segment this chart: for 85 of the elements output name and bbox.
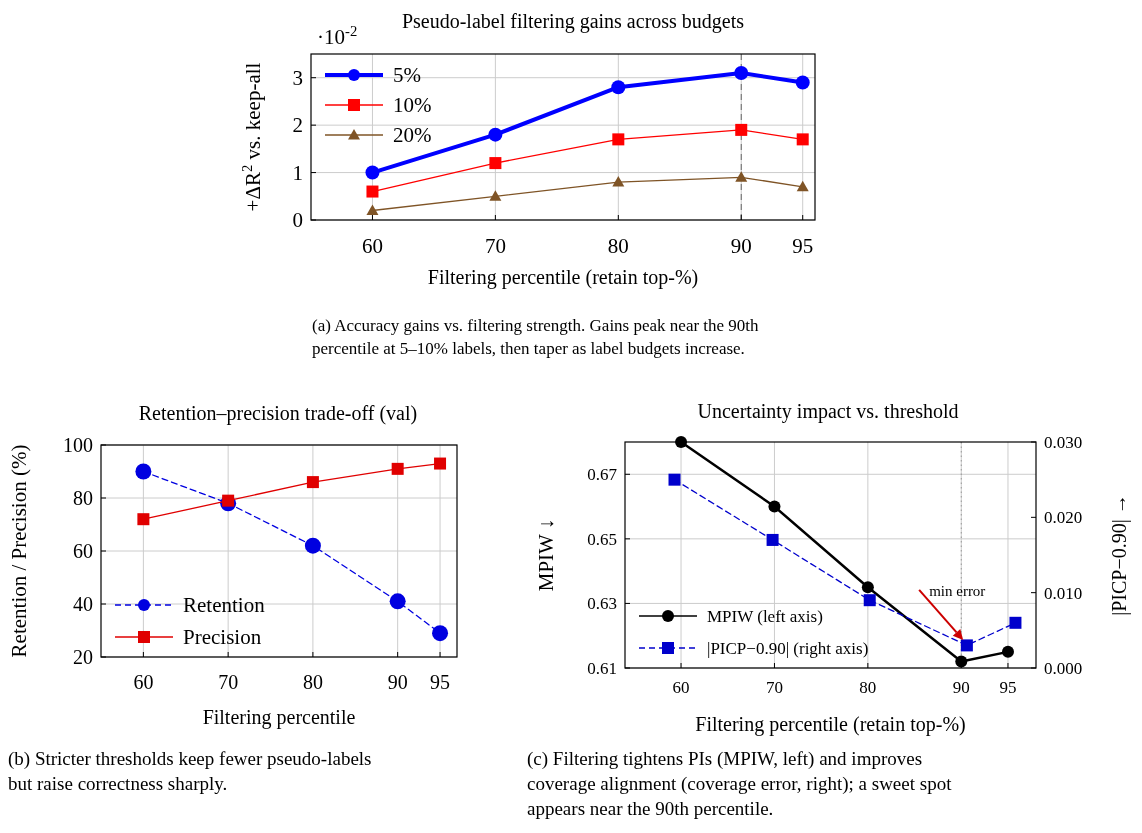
- point: [304, 537, 321, 554]
- point: [960, 639, 973, 652]
- x-tick-label: 95: [792, 234, 814, 258]
- x-tick-label: 90: [730, 234, 752, 258]
- y-tick-label: 0.63: [587, 594, 617, 614]
- x-tick-label: 70: [218, 671, 239, 693]
- point: [766, 533, 779, 546]
- y-tick-label: 0: [292, 208, 303, 233]
- legend-label: 10%: [393, 93, 432, 118]
- point: [863, 594, 876, 607]
- text: (b) Stricter thresholds keep fewer pseudo-labels but raise correctness sharply.: [8, 748, 372, 794]
- point: [955, 655, 968, 668]
- x-tick-label: 60: [361, 234, 383, 258]
- y-tick-label: 40: [73, 593, 93, 615]
- point: [612, 133, 625, 146]
- legend-label: |PICP−0.90| (right axis): [707, 638, 869, 658]
- legend-label: 20%: [393, 123, 432, 148]
- y-axis-title: MPIW ↓: [534, 518, 558, 592]
- text: (c) Filtering tightens PIs (MPIW, left) and improves coverage alignment (coverage error, right); a sweet spot appears near the 90th percentile.: [527, 748, 953, 819]
- point: [489, 190, 502, 201]
- y2-axis-title: |PICP−0.90| →: [1108, 494, 1131, 616]
- y2-tick-label: 0.000: [1044, 658, 1083, 678]
- legend-label: Retention: [183, 593, 266, 618]
- y-tick-label: 0.61: [587, 658, 617, 678]
- y-axis-title: Retention / Precision (%): [7, 444, 31, 658]
- x-tick-label: 95: [430, 671, 451, 693]
- chart-title: Retention–precision trade-off (val): [138, 402, 418, 425]
- x-axis-title: Filtering percentile (retain top-%): [695, 713, 966, 736]
- y-tick-label: 100: [63, 434, 93, 456]
- text: (a) Accuracy gains vs. filtering strength. Gains peak near the 90th percentile at 5–10% labels, then taper as label budgets increase.: [312, 316, 760, 358]
- point: [611, 80, 626, 95]
- point: [222, 494, 235, 507]
- point: [365, 165, 380, 180]
- y-tick-label: 60: [73, 540, 93, 562]
- y-tick-label: 3: [292, 66, 303, 91]
- point: [861, 581, 874, 594]
- point: [675, 436, 688, 448]
- point: [137, 513, 150, 526]
- point: [735, 123, 748, 136]
- x-tick-label: 60: [672, 678, 690, 697]
- legend-label: 5%: [393, 63, 421, 88]
- point: [489, 157, 502, 170]
- x-axis-title: Filtering percentile (retain top-%): [427, 266, 699, 289]
- text: ·10$^{-2}$: [317, 23, 358, 49]
- y-tick-label: 20: [73, 646, 93, 668]
- x-tick-label: 90: [952, 678, 970, 697]
- point: [768, 500, 781, 513]
- y2-tick-label: 0.010: [1044, 583, 1083, 603]
- point: [389, 593, 406, 610]
- point: [796, 180, 809, 192]
- y-tick-label: 80: [73, 487, 93, 509]
- point: [612, 176, 625, 187]
- point: [432, 625, 449, 642]
- point: [734, 65, 749, 80]
- point: [1009, 616, 1022, 629]
- point: [135, 463, 152, 480]
- y-tick-label: 2: [292, 113, 303, 138]
- point: [1001, 645, 1014, 658]
- point: [391, 462, 404, 475]
- legend-label: MPIW (left axis): [707, 606, 823, 626]
- x-tick-label: 70: [484, 234, 506, 258]
- x-tick-label: 60: [133, 671, 154, 693]
- y-tick-label: 1: [292, 160, 303, 185]
- legend-label: Precision: [183, 625, 262, 650]
- chart-title: Pseudo-label filtering gains across budgets: [401, 10, 745, 33]
- annotation: min error: [929, 582, 986, 599]
- chart-title: Uncertainty impact vs. threshold: [697, 400, 959, 423]
- point: [668, 473, 681, 486]
- point: [366, 204, 379, 216]
- y-tick-label: 0.67: [587, 465, 618, 485]
- x-tick-label: 80: [859, 678, 877, 697]
- y2-tick-label: 0.030: [1044, 432, 1083, 452]
- y-tick-label: 0.65: [587, 529, 617, 549]
- point: [796, 133, 809, 146]
- point: [735, 171, 748, 182]
- point: [488, 127, 503, 142]
- point: [795, 75, 810, 90]
- point: [306, 476, 319, 489]
- point: [434, 457, 447, 470]
- x-tick-label: 70: [765, 678, 783, 697]
- point: [366, 185, 379, 198]
- x-tick-label: 90: [387, 671, 408, 693]
- x-tick-label: 95: [999, 678, 1017, 697]
- y2-tick-label: 0.020: [1044, 508, 1083, 528]
- x-axis-title: Filtering percentile: [202, 706, 356, 729]
